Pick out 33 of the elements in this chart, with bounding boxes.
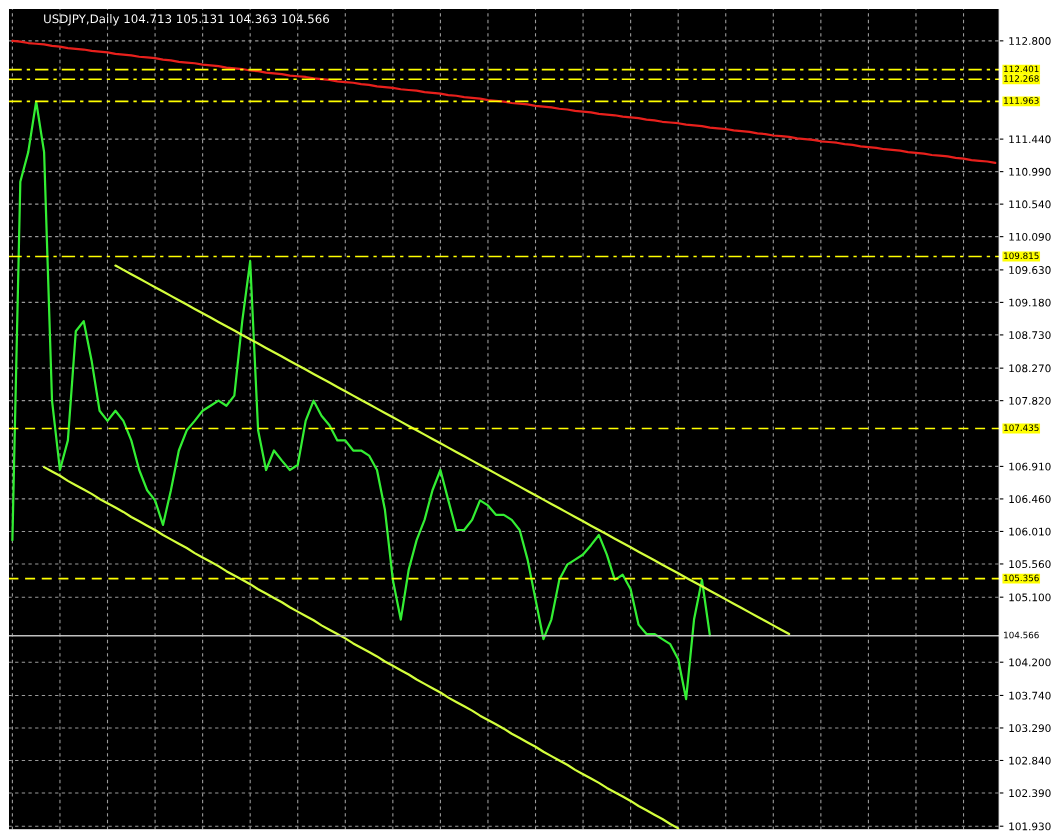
y-tick-label: 108.270 [1009, 364, 1051, 373]
y-tick-label: 111.440 [1009, 135, 1051, 144]
y-tick-label: 106.010 [1009, 527, 1051, 536]
y-tick-label: 103.290 [1009, 724, 1051, 733]
line-series [42, 466, 680, 830]
y-tick-label: 110.090 [1009, 232, 1051, 241]
line-series [11, 100, 711, 701]
line-series [11, 39, 997, 165]
y-tick-label: 102.840 [1009, 756, 1051, 765]
y-tick-label: 107.820 [1009, 396, 1051, 405]
y-tick-label: 110.990 [1009, 167, 1051, 176]
y-tick-label: 109.180 [1009, 298, 1051, 307]
ref-line-label: 112.268 [1004, 75, 1039, 82]
y-tick-label: 102.390 [1009, 789, 1051, 798]
y-tick-label: 105.100 [1009, 593, 1051, 602]
chart-title: USDJPY,Daily 104.713 105.131 104.363 104.566 [44, 14, 330, 26]
y-tick-label: 109.630 [1009, 266, 1051, 274]
ref-line-label: 111.963 [1004, 97, 1039, 104]
y-tick-label: 112.800 [1009, 37, 1051, 45]
y-tick-label: 108.730 [1009, 331, 1051, 340]
ref-line-label: 109.815 [1004, 252, 1039, 260]
y-tick-label: 106.910 [1009, 462, 1051, 471]
ref-line-label: 107.435 [1004, 424, 1039, 432]
y-tick-label: 106.460 [1009, 495, 1051, 504]
line-series [114, 264, 791, 636]
y-tick-label: 110.540 [1009, 200, 1051, 209]
ref-line-label: 112.401 [1004, 65, 1039, 73]
y-tick-label: 103.740 [1009, 691, 1051, 700]
y-tick-label: 105.560 [1009, 560, 1051, 569]
y-tick-label: 101.930 [1009, 822, 1051, 831]
ref-line-label: 104.566 [1004, 631, 1039, 639]
ref-line-label: 105.356 [1004, 574, 1039, 582]
y-tick-label: 104.200 [1009, 658, 1051, 667]
